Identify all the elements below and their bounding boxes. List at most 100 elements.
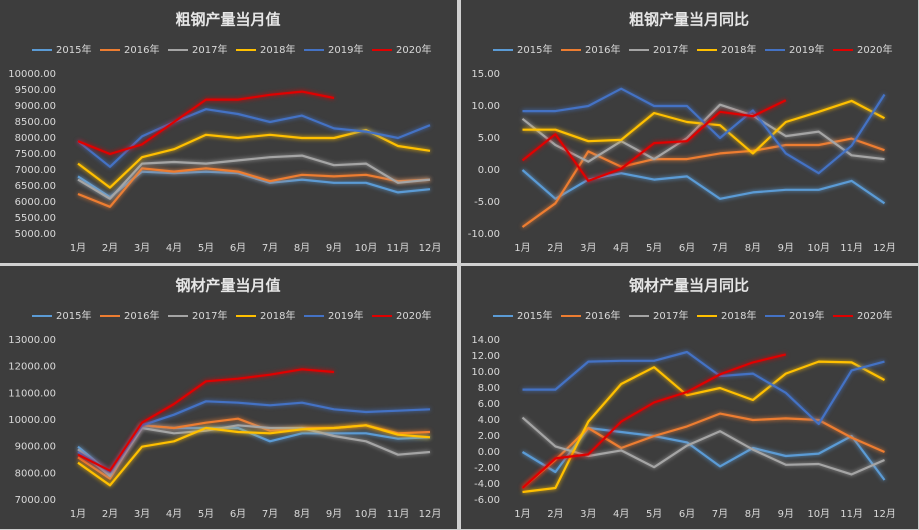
x-tick-label: 12月 xyxy=(419,242,442,254)
y-tick-label: 9000.00 xyxy=(15,442,56,453)
y-tick-label: 9000.00 xyxy=(15,101,56,112)
legend-label: 2020年 xyxy=(857,309,892,322)
series-line xyxy=(521,99,787,182)
legend-label: 2020年 xyxy=(857,43,892,56)
legend-label: 2017年 xyxy=(192,43,227,56)
x-tick-label: 3月 xyxy=(134,242,150,254)
y-tick-label: 0.00 xyxy=(478,447,500,458)
y-tick-label: 13000.00 xyxy=(8,335,56,346)
x-tick-label: 7月 xyxy=(712,508,728,520)
chart-title: 粗钢产量当月同比 xyxy=(629,11,749,29)
x-tick-label: 1月 xyxy=(70,508,86,520)
series-line xyxy=(77,424,431,478)
y-tick-label: 12000.00 xyxy=(8,362,56,373)
y-tick-label: 8000.00 xyxy=(15,468,56,479)
legend-label: 2015年 xyxy=(517,309,552,322)
x-tick-label: 5月 xyxy=(646,242,662,254)
panel: 粗钢产量当月值 2015年 2016年 2017年 2018年 2019年 2020年 500… xyxy=(0,0,457,263)
y-tick-label: 10.00 xyxy=(471,101,500,112)
x-tick-label: 6月 xyxy=(679,508,695,520)
y-tick-label: 12.00 xyxy=(471,351,500,362)
y-tick-label: 5500.00 xyxy=(15,213,56,224)
legend-label: 2018年 xyxy=(260,309,295,322)
x-tick-label: 8月 xyxy=(294,508,310,520)
x-tick-label: 12月 xyxy=(873,242,896,254)
x-tick-label: 5月 xyxy=(198,508,214,520)
y-tick-label: 9500.00 xyxy=(15,85,56,96)
y-tick-label: 5000.00 xyxy=(15,229,56,240)
x-tick-label: 9月 xyxy=(778,242,794,254)
chart-title: 钢材产量当月同比 xyxy=(629,277,749,295)
y-tick-label: 2.00 xyxy=(478,431,500,442)
series-line xyxy=(521,426,886,481)
x-tick-label: 8月 xyxy=(745,508,761,520)
series-line xyxy=(77,400,431,474)
legend-label: 2015年 xyxy=(56,309,91,322)
x-tick-label: 2月 xyxy=(102,508,118,520)
x-tick-label: 11月 xyxy=(387,242,410,254)
y-tick-label: 6500.00 xyxy=(15,181,56,192)
legend-label: 2016年 xyxy=(585,309,620,322)
y-tick-label: 6000.00 xyxy=(15,197,56,208)
x-tick-label: 11月 xyxy=(387,508,410,520)
y-tick-label: -4.00 xyxy=(474,479,500,490)
series-line xyxy=(77,424,431,487)
legend-label: 2019年 xyxy=(328,309,363,322)
legend-label: 2017年 xyxy=(653,309,688,322)
series-line xyxy=(522,360,886,494)
chart-title: 钢材产量当月值 xyxy=(175,277,280,295)
legend-label: 2018年 xyxy=(260,43,295,56)
x-tick-label: 9月 xyxy=(326,508,342,520)
x-tick-label: 9月 xyxy=(778,508,794,520)
legend-label: 2019年 xyxy=(789,309,824,322)
series-line xyxy=(521,412,885,489)
series-line xyxy=(77,90,335,156)
x-tick-label: 5月 xyxy=(646,508,662,520)
y-tick-label: 7500.00 xyxy=(15,149,56,160)
panel: 钢材产量当月同比 2015年 2016年 2017年 2018年 2019年 2020年 -6… xyxy=(461,266,918,529)
x-tick-label: 6月 xyxy=(679,242,695,254)
x-tick-label: 11月 xyxy=(840,242,863,254)
x-tick-label: 11月 xyxy=(840,508,863,520)
legend-label: 2016年 xyxy=(585,43,620,56)
series-line xyxy=(522,99,886,155)
legend-label: 2018年 xyxy=(721,309,756,322)
legend-label: 2016年 xyxy=(124,43,159,56)
x-tick-label: 4月 xyxy=(166,242,182,254)
series-line xyxy=(521,137,885,228)
series-line xyxy=(521,169,886,205)
y-tick-label: 6.00 xyxy=(478,399,500,410)
y-tick-label: 8500.00 xyxy=(15,117,56,128)
y-tick-label: -5.00 xyxy=(474,197,500,208)
legend-label: 2015年 xyxy=(517,43,552,56)
x-tick-label: 10月 xyxy=(355,242,378,254)
x-tick-label: 10月 xyxy=(807,508,830,520)
y-tick-label: -10.00 xyxy=(468,229,500,240)
series-line xyxy=(77,108,431,168)
series-line xyxy=(521,353,787,489)
x-tick-label: 7月 xyxy=(712,242,728,254)
x-tick-label: 1月 xyxy=(70,242,86,254)
panel: 钢材产量当月值 2015年 2016年 2017年 2018年 2019年 2020年 700… xyxy=(0,266,457,529)
panel: 粗钢产量当月同比 2015年 2016年 2017年 2018年 2019年 2020年 -1… xyxy=(461,0,918,263)
chart: 钢材产量当月同比 2015年 2016年 2017年 2018年 2019年 2020年 -6… xyxy=(471,277,896,521)
y-tick-label: 14.00 xyxy=(471,335,500,346)
chart: 粗钢产量当月值 2015年 2016年 2017年 2018年 2019年 2020年 500… xyxy=(8,11,442,255)
y-tick-label: 7000.00 xyxy=(15,165,56,176)
x-tick-label: 4月 xyxy=(613,508,629,520)
x-tick-label: 6月 xyxy=(230,242,246,254)
legend-label: 2017年 xyxy=(192,309,227,322)
legend-label: 2018年 xyxy=(721,43,756,56)
x-tick-label: 12月 xyxy=(419,508,442,520)
x-tick-label: 6月 xyxy=(230,508,246,520)
legend-label: 2020年 xyxy=(396,309,431,322)
series-line xyxy=(522,350,885,426)
y-tick-label: -2.00 xyxy=(474,463,500,474)
series-line xyxy=(77,167,431,208)
y-tick-label: 0.00 xyxy=(478,165,500,176)
legend-label: 2017年 xyxy=(653,43,688,56)
x-tick-label: 12月 xyxy=(873,508,896,520)
x-tick-label: 7月 xyxy=(262,508,278,520)
legend-label: 2016年 xyxy=(124,309,159,322)
